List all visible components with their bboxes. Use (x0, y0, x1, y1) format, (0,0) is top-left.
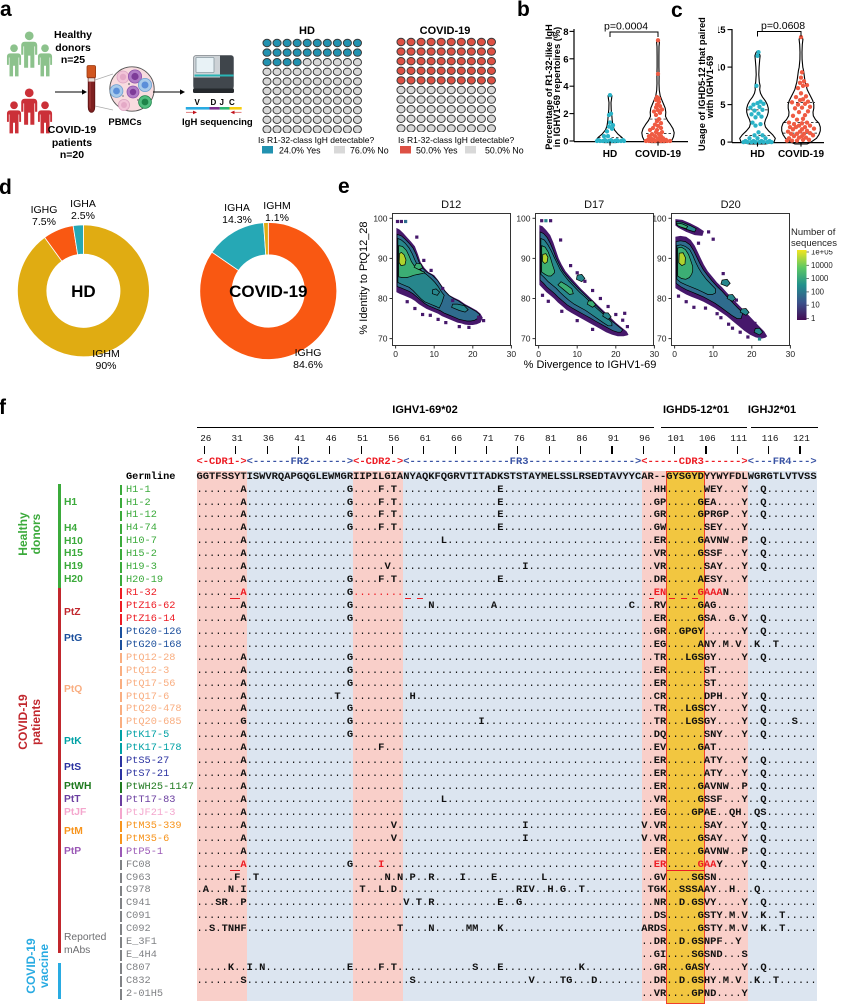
svg-text:HD: HD (603, 149, 617, 160)
svg-text:76.0% No: 76.0% No (350, 146, 389, 156)
svg-text:6: 6 (563, 54, 568, 65)
svg-text:COVID-19: COVID-19 (778, 149, 825, 160)
svg-text:V: V (195, 98, 201, 107)
svg-text:10: 10 (572, 349, 582, 359)
svg-text:HD: HD (71, 282, 96, 301)
svg-text:70: 70 (378, 334, 388, 344)
svg-text:p=0.0004: p=0.0004 (604, 21, 648, 33)
svg-text:1: 1 (811, 314, 815, 322)
svg-text:90: 90 (657, 253, 667, 263)
svg-text:24.0% Yes: 24.0% Yes (279, 146, 321, 156)
svg-text:HD: HD (750, 149, 764, 160)
svg-text:0: 0 (720, 138, 725, 149)
svg-text:1e+05: 1e+05 (811, 250, 834, 257)
svg-text:J: J (220, 98, 224, 107)
svg-text:70: 70 (521, 334, 531, 344)
svg-text:100: 100 (516, 213, 530, 223)
svg-text:COVID-19: COVID-19 (229, 282, 307, 301)
svg-text:50.0% Yes: 50.0% Yes (416, 146, 458, 156)
svg-text:50.0% No: 50.0% No (485, 146, 524, 156)
svg-text:10: 10 (429, 349, 439, 359)
svg-text:10: 10 (718, 63, 726, 74)
svg-text:80: 80 (657, 294, 667, 304)
svg-text:90: 90 (521, 253, 531, 263)
svg-text:p=0.0608: p=0.0608 (761, 20, 805, 32)
svg-text:90: 90 (378, 253, 388, 263)
svg-text:20: 20 (747, 349, 757, 359)
svg-text:0: 0 (672, 349, 677, 359)
svg-text:70: 70 (657, 334, 667, 344)
svg-text:10: 10 (709, 349, 719, 359)
svg-text:30: 30 (649, 349, 659, 359)
svg-text:80: 80 (521, 294, 531, 304)
svg-text:30: 30 (506, 349, 516, 359)
svg-text:100: 100 (811, 287, 825, 296)
svg-text:15: 15 (718, 25, 726, 36)
svg-text:4: 4 (563, 82, 569, 93)
svg-text:0: 0 (536, 349, 541, 359)
svg-text:20: 20 (611, 349, 621, 359)
svg-text:2: 2 (563, 109, 568, 120)
svg-text:30: 30 (786, 349, 796, 359)
svg-text:0: 0 (563, 137, 568, 148)
svg-text:D: D (211, 98, 217, 107)
svg-text:80: 80 (378, 294, 388, 304)
svg-text:20: 20 (468, 349, 478, 359)
svg-text:1000: 1000 (811, 274, 829, 283)
svg-text:8: 8 (563, 27, 568, 38)
svg-text:COVID-19: COVID-19 (635, 149, 682, 160)
svg-text:100: 100 (653, 213, 667, 223)
svg-text:5: 5 (720, 100, 726, 111)
svg-text:10000: 10000 (811, 261, 833, 270)
svg-text:C: C (229, 98, 235, 107)
svg-text:100: 100 (373, 213, 387, 223)
svg-text:10: 10 (811, 301, 820, 310)
svg-text:0: 0 (393, 349, 398, 359)
